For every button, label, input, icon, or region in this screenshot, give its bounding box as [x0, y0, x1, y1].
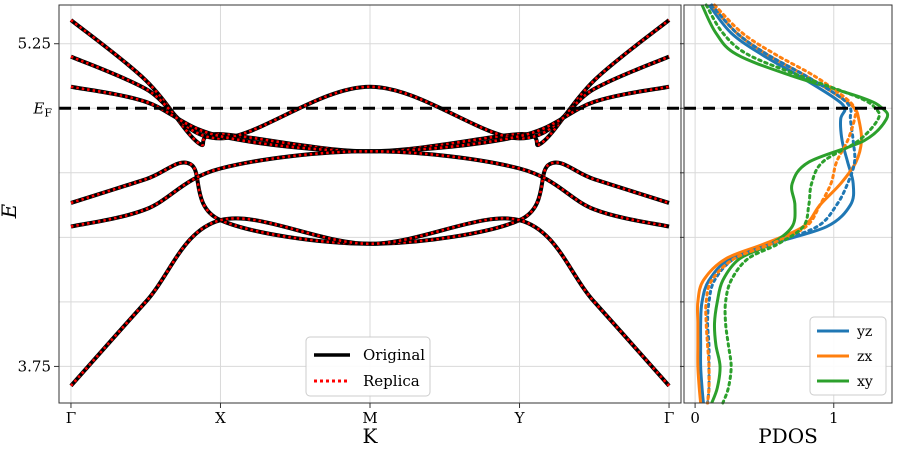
legend-zx-label: zx — [857, 349, 872, 365]
band-replica-4 — [70, 149, 670, 228]
pdos-lines — [695, 3, 890, 405]
band-replica-3 — [70, 161, 670, 246]
band-ticks: Γ X M Y Γ 3.75 5.25 — [18, 35, 675, 427]
fermi-label-main: E — [32, 99, 44, 117]
legend-original-label: Original — [363, 346, 425, 364]
band-y-axis-label: E — [0, 203, 21, 219]
band-lines — [69, 18, 671, 388]
fermi-label-sub: F — [44, 106, 52, 119]
band-x-tick-label-0: Γ — [66, 409, 76, 427]
pdos-xy-dotted-line — [704, 3, 881, 405]
band-x-tick-label-2: M — [362, 409, 377, 427]
legend-xy-label: xy — [857, 374, 873, 390]
band-y-tick-label-1: 5.25 — [18, 35, 51, 53]
pdos-grid — [684, 5, 892, 403]
pdos-x-axis-label: PDOS — [758, 424, 818, 448]
legend-replica-label: Replica — [363, 372, 420, 390]
fermi-level-label: EF — [32, 99, 52, 119]
pdos-zx-dotted-line — [704, 3, 858, 405]
legend-yz-label: yz — [856, 324, 872, 340]
pdos-x-tick-label-0: 0 — [690, 409, 700, 427]
pdos-legend: yz zx xy — [809, 316, 887, 396]
pdos-xy-solid-line — [700, 4, 890, 404]
pdos-axes-frame — [683, 4, 893, 404]
band-x-tick-label-3: Y — [514, 409, 526, 427]
band-x-tick-label-4: Γ — [664, 409, 674, 427]
pdos-x-tick-label-1: 1 — [829, 409, 839, 427]
band-y-tick-label-0: 3.75 — [18, 357, 51, 375]
band-legend: Original Replica — [305, 336, 431, 397]
band-x-axis-label: K — [363, 424, 379, 448]
band-replica-5 — [69, 217, 671, 387]
band-replica-1 — [70, 55, 670, 140]
band-legend-box — [305, 336, 431, 397]
band-x-tick-label-1: X — [215, 409, 226, 427]
